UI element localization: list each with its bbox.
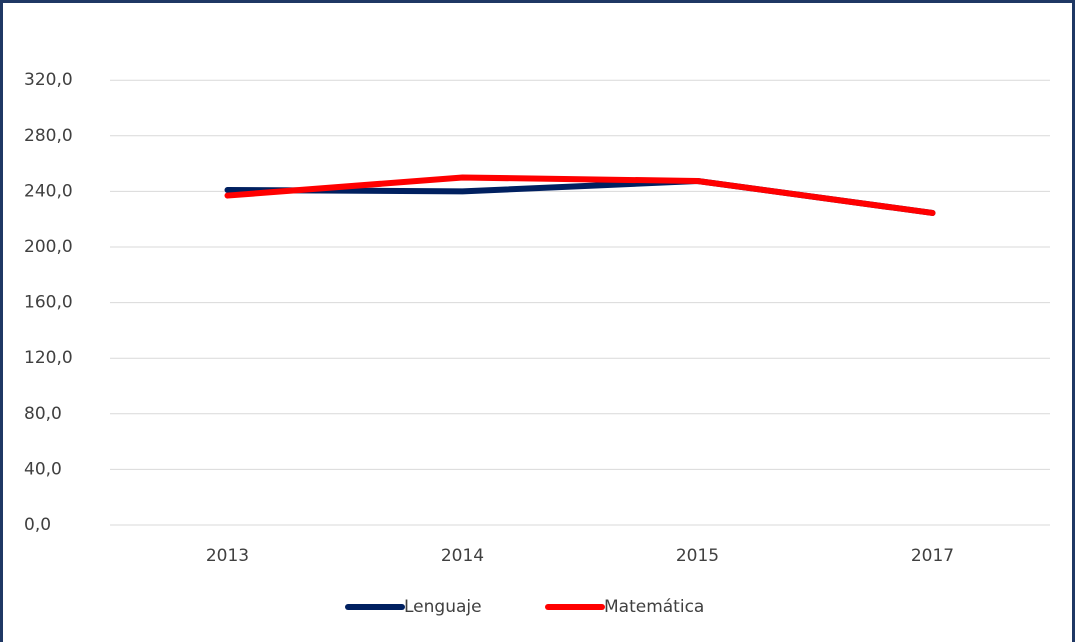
y-tick-label: 320,0 bbox=[24, 70, 73, 90]
x-tick-label: 2013 bbox=[206, 546, 249, 566]
legend-label: Lenguaje bbox=[404, 597, 482, 617]
y-tick-label: 160,0 bbox=[24, 293, 73, 313]
x-tick-label: 2017 bbox=[911, 546, 954, 566]
y-tick-label: 120,0 bbox=[24, 348, 73, 368]
y-tick-label: 0,0 bbox=[24, 515, 51, 535]
legend-label: Matemática bbox=[604, 597, 704, 617]
y-tick-label: 200,0 bbox=[24, 237, 73, 257]
y-tick-label: 80,0 bbox=[24, 404, 62, 424]
y-tick-label: 240,0 bbox=[24, 181, 73, 201]
series-line bbox=[224, 174, 936, 216]
y-tick-label: 40,0 bbox=[24, 459, 62, 479]
y-tick-label: 280,0 bbox=[24, 126, 73, 146]
x-tick-label: 2014 bbox=[441, 546, 484, 566]
x-tick-label: 2015 bbox=[676, 546, 719, 566]
